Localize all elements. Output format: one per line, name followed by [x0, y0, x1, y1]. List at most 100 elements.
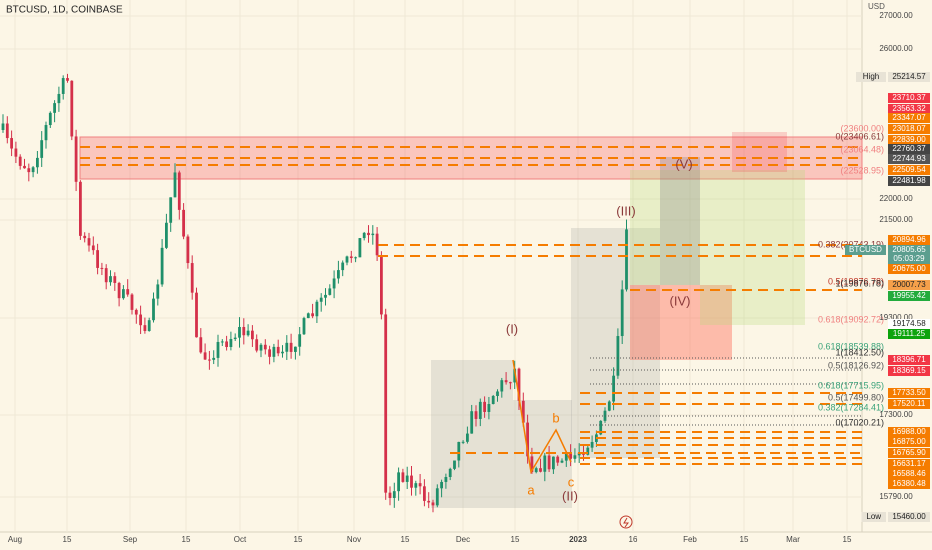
- candle-body: [577, 452, 581, 456]
- candle-body: [448, 468, 452, 478]
- price-label: 21500.00: [879, 215, 913, 224]
- candle-body: [311, 313, 314, 317]
- candle-body: [255, 339, 259, 351]
- candle-body: [195, 292, 198, 338]
- candle-body: [96, 250, 99, 268]
- candle-body: [612, 375, 615, 402]
- candle-body: [380, 255, 383, 315]
- price-badge-text: 23018.07: [892, 124, 926, 133]
- time-label: 15: [843, 535, 852, 544]
- candle-body: [276, 346, 280, 354]
- price-badge: [888, 437, 930, 447]
- time-label: 15: [63, 535, 72, 544]
- candle-body: [242, 326, 246, 336]
- candle-body: [61, 78, 65, 94]
- candle-body: [435, 488, 439, 506]
- price-badge-text: 22509.54: [892, 165, 926, 174]
- candle-body: [130, 294, 134, 310]
- candle-body: [126, 289, 130, 295]
- candle-body: [177, 172, 181, 210]
- price-label: 26000.00: [879, 44, 913, 53]
- price-badge-text: 17733.50: [892, 388, 926, 397]
- price-badge-text: 15460.00: [892, 512, 926, 521]
- candle-body: [74, 136, 78, 182]
- price-unit: USD: [868, 2, 885, 11]
- candle-body: [208, 359, 211, 361]
- candle-body: [14, 148, 18, 157]
- candle-body: [246, 330, 250, 336]
- time-label: Dec: [456, 535, 470, 544]
- candle-body: [569, 452, 572, 459]
- price-badge-text: 16875.00: [892, 437, 926, 446]
- candle-body: [444, 477, 448, 482]
- candle-body: [547, 455, 551, 470]
- price-badge: [888, 113, 930, 123]
- candle-body: [53, 103, 56, 113]
- time-label: Aug: [8, 535, 22, 544]
- price-badge: [888, 72, 930, 82]
- fib-label: 0.382(17284.41): [818, 402, 884, 412]
- candle-body: [220, 341, 224, 343]
- price-label: 22000.00: [879, 194, 913, 203]
- badge-tag-text: BTCUSD: [849, 245, 882, 254]
- time-label: Sep: [123, 535, 138, 544]
- price-badge-text: 22760.37: [892, 144, 926, 153]
- candle-body: [517, 368, 521, 401]
- candle-body: [40, 140, 44, 158]
- price-badge-text: 23563.32: [892, 104, 926, 113]
- fib-label: 0(23406.61): [835, 131, 884, 141]
- fib-label: 0.618(17715.95): [818, 380, 884, 390]
- candle-body: [543, 455, 547, 472]
- time-label: Nov: [347, 535, 361, 544]
- wave-path: [512, 359, 572, 475]
- candle-body: [44, 125, 48, 141]
- candle-body: [474, 411, 478, 419]
- time-label: 15: [740, 535, 749, 544]
- candle-body: [91, 245, 95, 251]
- candle-body: [199, 337, 203, 353]
- candle-body: [152, 298, 155, 321]
- candle-body: [212, 357, 216, 360]
- candle-body: [371, 233, 375, 236]
- price-badge: [888, 291, 930, 301]
- wave-label: (IV): [670, 293, 691, 308]
- price-badge: [888, 144, 930, 154]
- candle-body: [423, 486, 426, 501]
- candle-body: [23, 165, 26, 169]
- candle-body: [375, 233, 379, 256]
- event-icon-bolt: [623, 517, 629, 528]
- zone: [700, 170, 805, 325]
- candle-body: [100, 267, 104, 269]
- wave-label: (V): [675, 156, 692, 171]
- candle-body: [272, 346, 276, 357]
- price-badge: [888, 104, 930, 114]
- candle-body: [328, 288, 332, 295]
- price-badge-text: 17520.11: [893, 399, 926, 408]
- candle-body: [521, 400, 525, 423]
- candle-body: [367, 232, 370, 236]
- candle-body: [358, 238, 362, 258]
- candle-body: [186, 236, 190, 264]
- candle-body: [509, 382, 512, 384]
- candle-body: [169, 197, 173, 223]
- candle-body: [156, 284, 160, 299]
- candle-body: [392, 491, 396, 498]
- candle-body: [306, 313, 310, 319]
- fib-label: 0(17020.21): [835, 417, 884, 427]
- candle-body: [27, 168, 31, 173]
- zone: [660, 157, 700, 285]
- time-label: 16: [629, 535, 638, 544]
- price-badge: [888, 264, 930, 274]
- candle-body: [556, 456, 560, 463]
- price-badge-text: 05:03:29: [893, 254, 925, 263]
- candle-body: [534, 468, 538, 473]
- candle-body: [10, 138, 13, 149]
- price-badge-text: 22839.00: [892, 135, 926, 144]
- candle-body: [560, 460, 564, 463]
- price-badge: [888, 176, 930, 186]
- price-badge: [888, 459, 930, 469]
- event-icon[interactable]: [619, 515, 633, 529]
- candle-body: [263, 344, 267, 350]
- candle-body: [48, 112, 52, 126]
- price-badge: [888, 154, 930, 164]
